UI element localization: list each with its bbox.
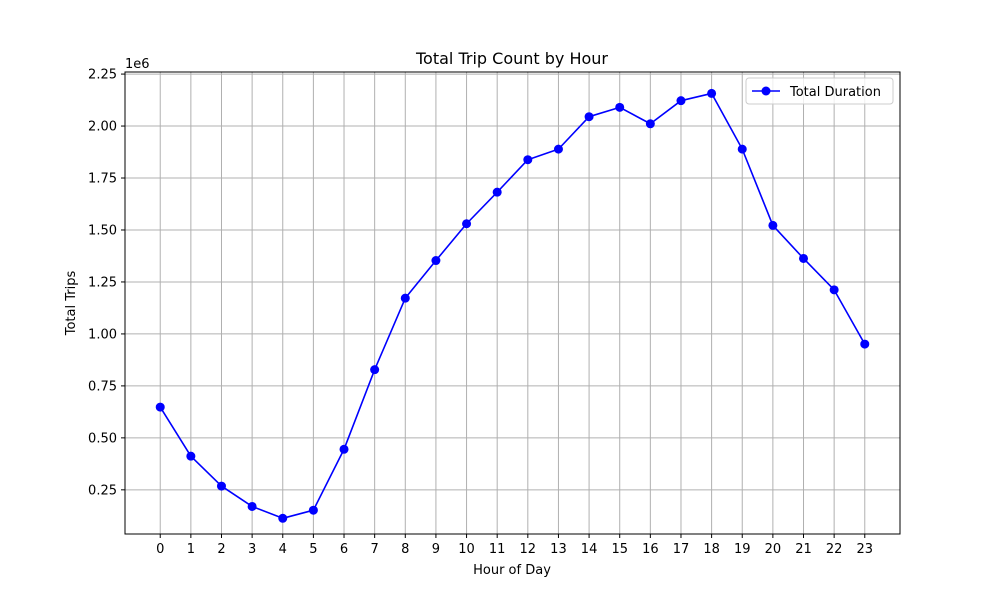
series-layer: [155, 88, 870, 523]
y-tick-label: 1.25: [88, 275, 117, 290]
x-tick-label: 5: [309, 542, 317, 557]
x-tick-label: 4: [279, 542, 287, 557]
y-tick-label: 2.25: [88, 68, 117, 83]
y-tick-label: 1.00: [88, 327, 117, 342]
data-point: [400, 293, 410, 303]
x-tick-label: 2: [217, 542, 225, 557]
x-tick-label: 15: [611, 542, 628, 557]
data-point: [308, 505, 318, 515]
data-point: [737, 144, 747, 154]
grid: [125, 72, 900, 534]
data-point: [186, 451, 196, 461]
data-point: [155, 402, 165, 412]
data-point: [462, 219, 472, 229]
x-axis-label: Hour of Day: [473, 563, 551, 578]
y-tick-label: 1.75: [88, 172, 117, 187]
data-point: [799, 253, 809, 263]
x-tick-label: 12: [520, 542, 537, 557]
data-point: [553, 144, 563, 154]
x-tick-label: 20: [765, 542, 782, 557]
legend: Total Duration: [745, 77, 894, 105]
data-point: [645, 119, 655, 129]
axis-ticks: 0 1 2 3 4 5 6 7 8 9 10 11 12 13 14 15 16 17 18 19 20 21 22 230.…: [88, 68, 873, 557]
x-tick-label: 10: [458, 542, 475, 557]
x-tick-label: 23: [856, 542, 873, 557]
x-tick-label: 14: [581, 542, 598, 557]
data-point: [492, 187, 502, 197]
plot-frame: [124, 71, 901, 535]
x-tick-label: 21: [795, 542, 812, 557]
x-tick-label: 13: [550, 542, 567, 557]
y-tick-label: 2.00: [88, 120, 117, 135]
y-axis-label: Total Trips: [64, 271, 79, 337]
data-point: [247, 501, 257, 511]
data-point: [768, 220, 778, 230]
chart-title: Total Trip Count by Hour: [415, 49, 608, 68]
y-tick-label: 0.25: [88, 483, 117, 498]
data-point: [431, 256, 441, 266]
data-point: [615, 102, 625, 112]
x-tick-label: 22: [826, 542, 843, 557]
x-tick-label: 3: [248, 542, 256, 557]
x-tick-label: 1: [187, 542, 195, 557]
x-tick-label: 11: [489, 542, 506, 557]
x-tick-label: 7: [371, 542, 379, 557]
data-point: [278, 513, 288, 523]
y-tick-label: 0.75: [88, 379, 117, 394]
x-tick-label: 8: [401, 542, 409, 557]
y-offset-label: 1e6: [125, 57, 150, 72]
x-tick-label: 18: [703, 542, 720, 557]
x-tick-label: 16: [642, 542, 659, 557]
data-point: [676, 96, 686, 106]
x-tick-label: 19: [734, 542, 751, 557]
data-point: [584, 112, 594, 122]
data-point: [523, 155, 533, 165]
x-tick-label: 9: [432, 542, 440, 557]
y-tick-label: 1.50: [88, 223, 117, 238]
series-line: [159, 92, 866, 520]
x-tick-label: 17: [673, 542, 690, 557]
data-point: [829, 285, 839, 295]
legend-box: [745, 77, 894, 105]
data-point: [707, 88, 717, 98]
data-point: [216, 481, 226, 491]
data-point: [370, 365, 380, 375]
x-tick-label: 6: [340, 542, 348, 557]
data-point: [339, 444, 349, 454]
legend-marker-swatch: [761, 86, 771, 96]
x-tick-label: 0: [156, 542, 164, 557]
data-point: [860, 339, 870, 349]
y-tick-label: 0.50: [88, 431, 117, 446]
legend-label: Total Duration: [789, 85, 881, 100]
